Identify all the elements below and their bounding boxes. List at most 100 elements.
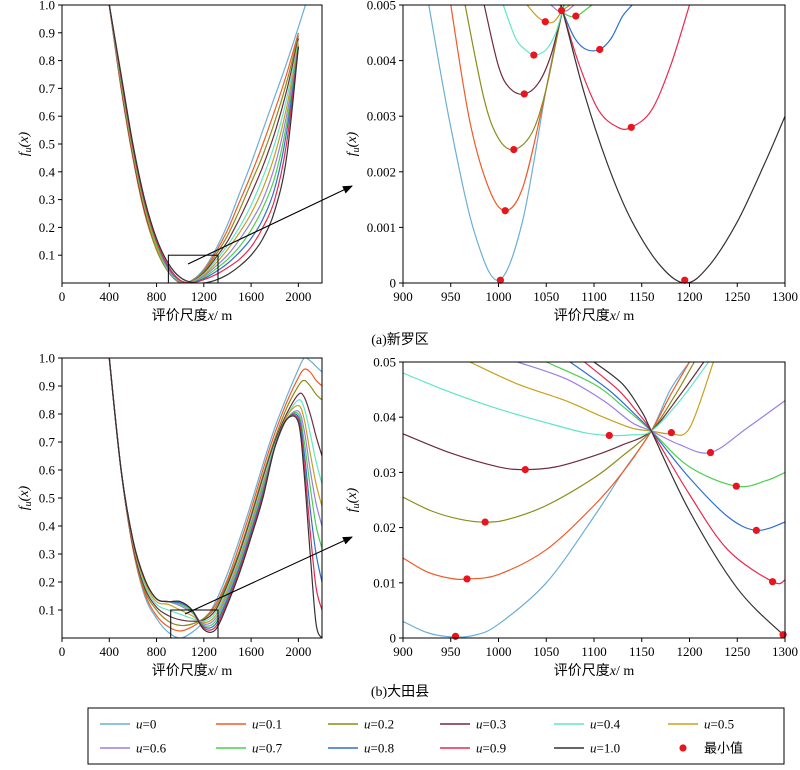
minimum-point [463, 575, 471, 583]
chart-a-full: 0 400 800 1200 1600 2000 0.1 0.2 0.3 0.4 0.5 0.6 0.7… [17, 0, 323, 324]
x-tick-label: 950 [441, 644, 461, 659]
x-tick-label: 1150 [629, 289, 655, 304]
y-tick-label: 0.003 [367, 109, 396, 124]
series-group [428, 5, 785, 283]
legend-label: u=0.1 [252, 717, 282, 732]
minimum-point [681, 276, 689, 284]
x-tick-label: 800 [147, 644, 167, 659]
series-line-3 [108, 358, 322, 622]
minimum-point [496, 276, 505, 284]
legend-label: u=0.7 [252, 741, 283, 756]
x-tick-label: 1300 [772, 644, 798, 659]
zoom-arrow-b [184, 536, 353, 615]
plot-frame [61, 357, 323, 639]
legend-label: u=1.0 [590, 741, 620, 756]
y-tick-label: 0.6 [39, 463, 56, 478]
series-group [403, 362, 785, 638]
series-line-3 [403, 362, 705, 471]
series-line-1 [403, 362, 691, 580]
series-line-0 [403, 362, 690, 638]
y-tick-label: 0.5 [39, 137, 55, 152]
y-tick-label: 0 [390, 631, 397, 646]
x-tick-label: 400 [100, 644, 120, 659]
legend-min-marker [679, 744, 687, 752]
y-tick-label: 0.5 [39, 491, 55, 506]
y-tick-label: 0.004 [367, 53, 397, 68]
x-tick-label: 900 [393, 644, 413, 659]
series-line-8 [108, 358, 322, 629]
legend: u=0 u=0.1 u=0.2 u=0.3 u=0.4 u=0.5 u=0.6 u=0.7 u=… [87, 707, 785, 765]
minimum-point [481, 518, 489, 526]
y-tick-label: 0.02 [373, 520, 396, 535]
minimum-point [779, 631, 787, 639]
series-line-0 [428, 5, 565, 281]
y-tick-label: 0.03 [373, 465, 396, 480]
x-axis-label: 评价尺度x/ m [152, 308, 233, 324]
y-tick-label: 0.1 [39, 248, 55, 263]
series-line-0 [108, 358, 322, 638]
minimum-point [530, 51, 538, 59]
x-tick-label: 1150 [629, 644, 655, 659]
series-line-7 [108, 5, 299, 283]
series-line-10 [560, 5, 785, 283]
series-line-10 [108, 358, 322, 638]
legend-label: u=0.8 [364, 741, 394, 756]
minimum-point [451, 632, 460, 640]
x-tick-label: 1200 [191, 644, 217, 659]
y-axis-label: fu(x) [345, 487, 362, 512]
series-line-7 [546, 362, 785, 488]
minimum-point [667, 429, 675, 437]
legend-label: u=0.5 [704, 717, 734, 732]
series-line-6 [517, 362, 785, 454]
y-tick-label: 0.7 [39, 435, 56, 450]
y-tick-label: 0.8 [39, 53, 55, 68]
x-tick-label: 0 [59, 289, 66, 304]
x-tick-label: 1250 [724, 644, 750, 659]
series-line-3 [108, 5, 299, 283]
y-tick-label: 0.7 [39, 81, 56, 96]
x-tick-label: 800 [147, 289, 167, 304]
series-line-4 [108, 5, 299, 283]
x-tick-label: 1250 [724, 289, 750, 304]
x-tick-label: 2000 [285, 289, 311, 304]
series-line-8 [108, 5, 299, 283]
y-tick-label: 0.3 [39, 547, 55, 562]
legend-label: u=0 [136, 717, 156, 732]
y-tick-label: 1.0 [39, 351, 55, 366]
series-group [108, 358, 322, 638]
x-tick-label: 950 [441, 289, 461, 304]
y-tick-label: 0.4 [39, 519, 56, 534]
minimum-point [752, 526, 760, 534]
minimum-point [557, 6, 566, 15]
y-axis-label: fu(x) [17, 485, 34, 510]
y-tick-label: 0.002 [367, 164, 396, 179]
series-line-0 [108, 5, 307, 283]
series-line-3 [483, 5, 565, 95]
minimum-point [605, 431, 613, 440]
y-tick-label: 0.04 [373, 410, 396, 425]
minimum-point [627, 123, 635, 131]
series-line-1 [108, 5, 299, 283]
x-axis-label: 评价尺度x/ m [152, 663, 233, 679]
x-tick-label: 1300 [772, 289, 798, 304]
y-tick-label: 0.001 [367, 220, 396, 235]
minimum-point [510, 145, 518, 154]
caption-a: (a)新罗区 [371, 332, 429, 348]
series-line-2 [108, 358, 322, 627]
x-tick-label: 1000 [486, 289, 512, 304]
y-tick-label: 0.8 [39, 407, 55, 422]
legend-label: u=0.2 [364, 717, 394, 732]
series-line-2 [464, 5, 565, 151]
x-tick-label: 1050 [533, 289, 559, 304]
x-tick-label: 1600 [238, 644, 264, 659]
x-tick-label: 1600 [238, 289, 264, 304]
minimum-point [768, 578, 777, 586]
series-line-9 [108, 5, 299, 283]
minimum-point [520, 90, 528, 98]
series-line-10 [593, 362, 785, 638]
y-tick-label: 0.01 [373, 575, 396, 590]
series-line-4 [108, 358, 322, 622]
chart-b-zoom: 900 950 1000 1050 1100 1150 1200 1250 1300 0 0.01 0… [345, 355, 798, 680]
series-line-2 [403, 362, 695, 523]
